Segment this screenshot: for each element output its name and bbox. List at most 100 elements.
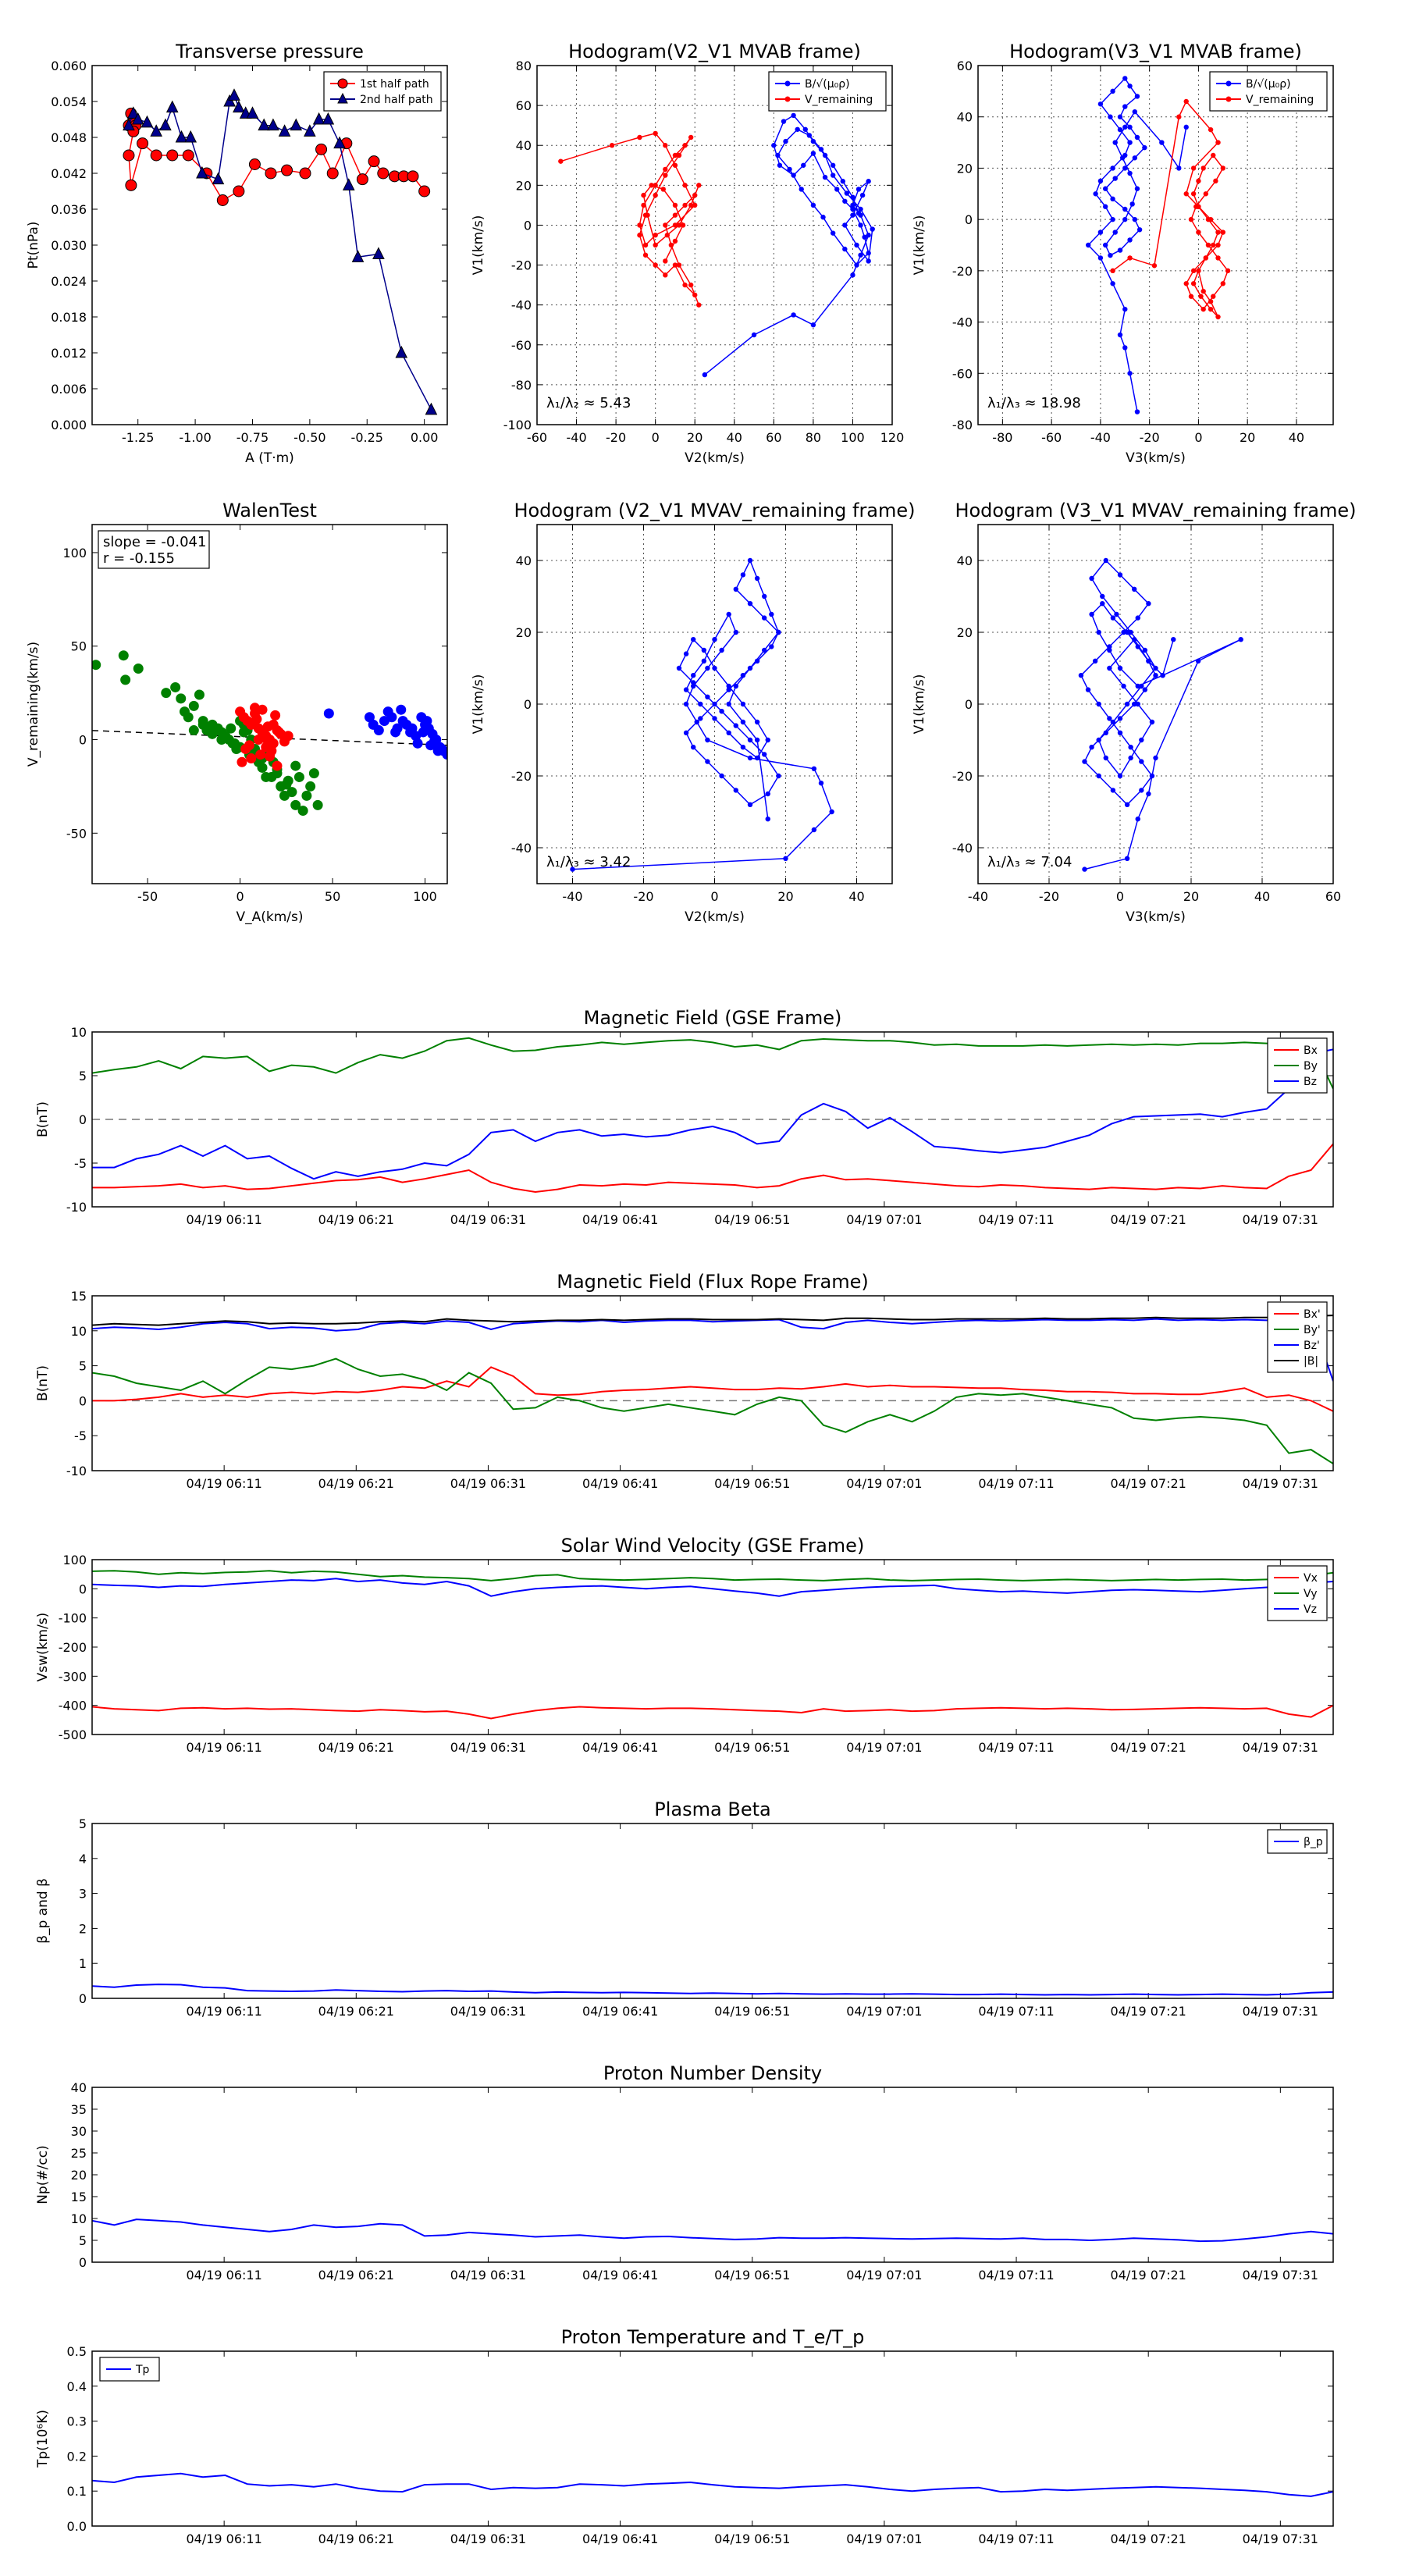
data-point [1213,178,1218,184]
x-tick-label: 04/19 07:11 [978,2004,1054,2019]
data-point [322,112,335,125]
data-point [719,773,724,779]
y-tick-label: 0.054 [51,94,87,109]
legend-label: 1st half path [360,78,429,91]
data-point [1100,601,1105,607]
x-tick-label: 40 [1254,889,1270,904]
data-point [791,173,796,178]
x-tick-label: 04/19 06:51 [714,1212,790,1227]
data-point [1117,114,1123,119]
data-point [1220,281,1225,286]
y-tick-label: 20 [957,625,973,640]
data-point [293,771,304,782]
x-tick-label: -20 [633,889,653,904]
data-point [775,152,781,158]
data-point [733,683,738,689]
data-point [822,174,828,180]
legend-label: Vx [1304,1572,1318,1585]
data-point [791,312,796,318]
x-tick-label: 100 [413,889,437,904]
data-point [342,178,355,190]
data-point [811,827,817,833]
data-point [733,629,738,635]
y-tick-label: 0.024 [51,274,87,289]
data-point [1122,76,1128,81]
y-tick-label: -80 [511,378,532,393]
x-tick-label: -0.75 [237,430,269,445]
data-point [660,187,666,192]
data-point [270,710,281,720]
series-2ndhalfpath [123,88,438,415]
data-point [1142,687,1148,692]
data-point [676,222,682,228]
data-point [425,402,438,415]
y-tick-label: 40 [957,553,973,568]
data-point [672,238,678,244]
data-point [830,173,836,178]
x-tick-label: 04/19 06:11 [186,1212,261,1227]
data-point [1159,140,1165,145]
chart-title: Magnetic Field (GSE Frame) [584,1007,842,1029]
data-point [754,658,760,664]
data-point [740,719,746,725]
data-point [1097,178,1104,184]
legend: β_p [1267,1829,1328,1854]
series-p [92,1984,1333,1996]
data-point [719,647,724,653]
series-line [92,1366,1333,1412]
data-point [850,272,855,278]
data-point [1238,637,1243,642]
data-point [762,615,767,621]
data-point [1149,773,1155,779]
legend-label: Bx' [1304,1308,1321,1321]
y-tick-label: 5 [79,1816,87,1831]
x-tick-label: 04/19 06:41 [582,2004,658,2019]
data-point [747,665,753,671]
data-point [1096,701,1101,707]
data-point [705,694,710,699]
data-point [672,262,678,268]
data-point [233,185,245,197]
y-axis-label: B(nT) [35,1101,51,1137]
y-axis-label: V_remaining(km/s) [26,642,41,767]
x-tick-label: -0.50 [293,430,325,445]
data-point [747,802,753,808]
legend-box [323,71,442,112]
x-tick-label: 04/19 07:01 [846,2268,922,2282]
data-point [1117,572,1123,578]
data-point [683,730,689,735]
x-tick-label: 04/19 06:31 [450,1740,526,1755]
data-point [1121,629,1126,635]
legend-label: 2nd half path [360,94,433,106]
series-line [92,1037,1333,1090]
x-tick-label: 20 [1183,889,1199,904]
x-tick-label: 100 [841,430,865,445]
data-point [386,712,397,723]
data-point [1203,191,1209,197]
data-point [281,164,293,176]
y-tick-label: 5 [79,2233,87,2248]
legend-marker [337,92,348,104]
data-point [272,760,283,771]
legend-box [1209,71,1328,112]
x-tick-label: 04/19 06:11 [186,2268,261,2282]
data-point [1103,730,1109,735]
x-tick-label: 04/19 06:41 [582,1476,658,1491]
data-point [1135,615,1140,621]
data-point [637,134,642,141]
data-point [176,693,187,704]
y-tick-label: -40 [511,298,532,313]
data-point [751,332,757,338]
data-point [150,124,163,137]
data-point [726,611,731,617]
series-line [92,2472,1333,2497]
data-point [740,673,746,678]
data-point [694,719,699,725]
data-point [1211,242,1216,248]
x-tick-label: 0 [710,889,718,904]
x-tick-label: -1.25 [122,430,154,445]
data-point [663,143,668,148]
data-point [422,716,432,727]
chart-ts_np: 04/19 06:11 04/19 06:21 04/19 06:31 04/19 0… [35,2062,1334,2282]
data-point [765,817,770,822]
